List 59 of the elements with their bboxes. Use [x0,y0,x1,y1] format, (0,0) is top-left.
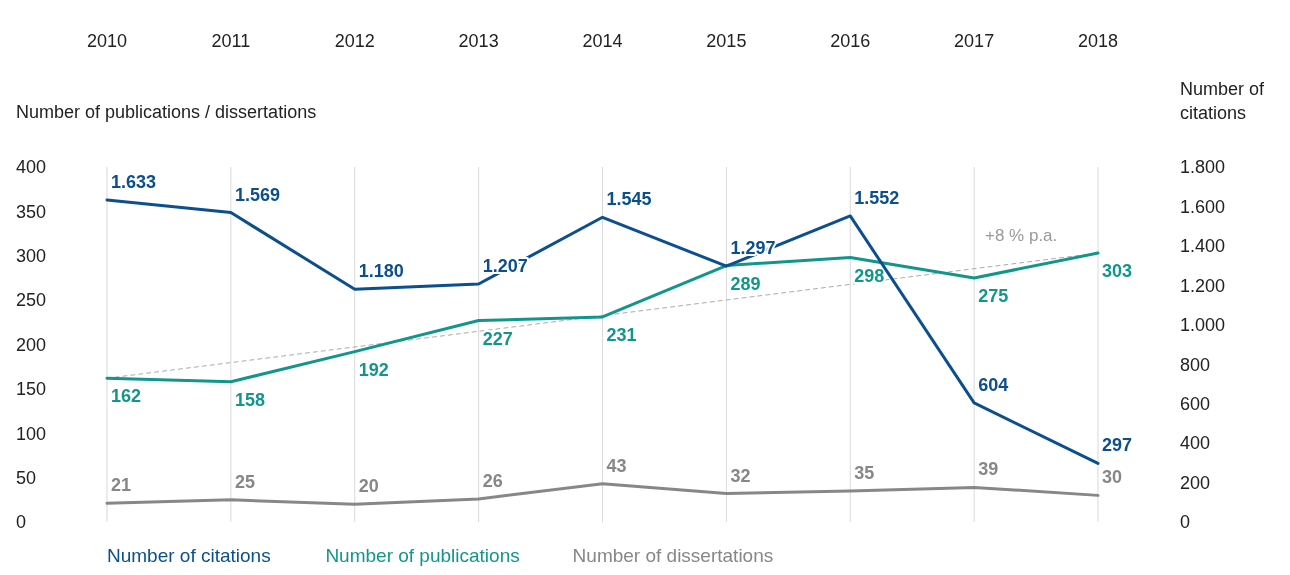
y2-tick-label: 600 [1180,393,1211,414]
x-tick-label: 2013 [458,31,499,51]
y-tick-label: 350 [16,201,47,222]
x-tick-label: 2015 [706,31,747,51]
y-tick-label: 250 [16,290,47,311]
x-tick-label: 2016 [830,31,871,51]
data-label: 1.633 [111,171,157,192]
data-label: 35 [854,462,875,483]
data-label: 297 [1102,435,1133,456]
y-tick-label: 300 [16,246,47,267]
data-label: 298 [854,265,885,286]
data-label: 30 [1102,467,1123,488]
data-label: 231 [606,324,637,345]
y-tick-label: 0 [16,512,27,533]
y2-tick-label: 200 [1180,472,1211,493]
x-tick-label: 2010 [86,31,128,51]
y-tick-label: 50 [16,467,37,488]
y2-tick-label: 1.000 [1180,315,1226,336]
y-tick-label: 100 [16,423,47,444]
data-label: 192 [358,359,389,380]
x-tick-label: 2018 [1077,31,1119,51]
y-tick-label: 400 [16,157,47,178]
y2-tick-label: 0 [1180,512,1191,533]
y-axis-title: Number of publications / dissertations [16,102,317,122]
y2-axis-title: Number of citations [1180,79,1266,123]
data-label: 303 [1102,261,1133,282]
data-label: 26 [482,470,503,491]
data-label: 275 [978,285,1009,306]
data-label: 289 [730,273,761,294]
data-label: 39 [978,459,999,480]
data-label: 227 [482,328,513,349]
y2-tick-label: 1.800 [1180,157,1226,178]
x-tick-label: 2014 [582,31,623,51]
data-label: 158 [234,389,265,410]
text: Number of citations [107,545,271,566]
x-tick-label: 2017 [954,31,995,51]
x-tick-label: 2012 [334,31,375,51]
y-tick-label: 200 [16,334,47,355]
text: Number of publications [325,545,520,566]
data-label: 1.545 [606,189,652,210]
data-label: 43 [606,455,627,476]
data-label: 1.552 [854,187,900,208]
y2-tick-label: 1.200 [1180,275,1226,296]
y2-tick-label: 800 [1180,354,1211,375]
y2-tick-label: 1.600 [1180,196,1226,217]
data-label: 21 [111,475,132,496]
y-tick-label: 150 [16,379,47,400]
data-label: 162 [111,386,142,407]
data-label: 32 [730,465,751,486]
data-label: 604 [978,374,1009,395]
y2-tick-label: 400 [1180,433,1211,454]
data-label: 25 [234,471,255,492]
annotation: +8 % p.a. [985,226,1058,245]
data-label: 1.569 [234,184,280,205]
text: Number of dissertations [572,545,774,566]
data-label: 1.180 [358,261,404,282]
y2-tick-label: 1.400 [1180,236,1226,257]
x-tick-label: 2011 [211,31,251,51]
data-label: 20 [358,476,379,497]
